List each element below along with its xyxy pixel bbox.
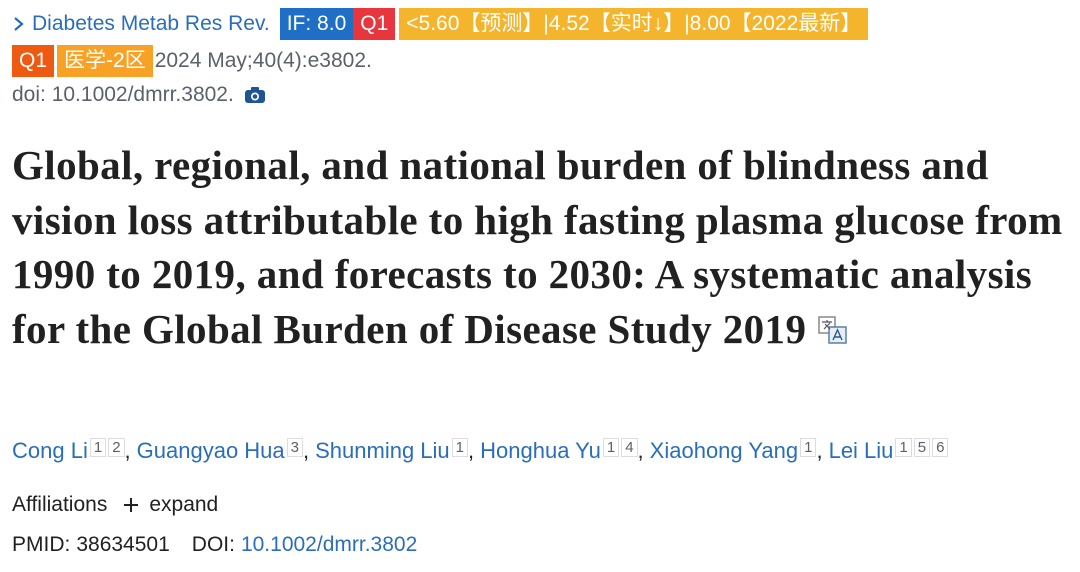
affiliation-ref[interactable]: 4: [621, 437, 638, 457]
author-separator: ,: [637, 438, 644, 463]
affiliations-line: Affiliations expand: [12, 493, 218, 517]
title-text: Global, regional, and national burden of…: [12, 142, 1063, 352]
author-separator: ,: [468, 438, 475, 463]
doi-line: doi: 10.1002/dmrr.3802.: [12, 83, 266, 107]
author-name[interactable]: Shunming Liu: [315, 438, 450, 463]
author-separator: ,: [124, 438, 131, 463]
identifiers-line: PMID: 38634501 DOI: 10.1002/dmrr.3802: [12, 533, 417, 557]
affiliation-ref[interactable]: 1: [895, 437, 912, 457]
expand-toggle[interactable]: expand: [149, 493, 219, 516]
pmid-label: PMID:: [12, 533, 71, 556]
badge: Q1: [353, 8, 396, 40]
citation-line: Q1 医学-2区 2024 May;40(4):e3802.: [12, 45, 372, 77]
badge: IF: 8.0: [279, 8, 354, 40]
article-title: Global, regional, and national burden of…: [12, 138, 1072, 356]
author-name[interactable]: Guangyao Hua: [136, 438, 285, 463]
journal-name[interactable]: Diabetes Metab Res Rev.: [32, 12, 270, 35]
affiliation-ref[interactable]: 1: [89, 437, 107, 457]
camera-icon[interactable]: [244, 86, 266, 104]
author-name[interactable]: Honghua Yu: [480, 438, 601, 463]
citation: 2024 May;40(4):e3802.: [154, 49, 372, 72]
badge: <5.60【预测】|4.52【实时↓】|8.00【2022最新】: [399, 8, 869, 40]
affiliation-ref[interactable]: 6: [932, 437, 949, 457]
author-name[interactable]: Lei Liu: [828, 438, 894, 463]
badge: Q1: [12, 45, 55, 77]
chevron-icon: [14, 17, 24, 31]
author-name[interactable]: Xiaohong Yang: [649, 438, 799, 463]
pmid: 38634501: [76, 533, 170, 556]
affiliation-ref[interactable]: 3: [286, 437, 303, 457]
plus-icon[interactable]: [121, 495, 141, 515]
author-name[interactable]: Cong Li: [12, 438, 88, 463]
author-list: Cong Li 1 2, Guangyao Hua 3, Shunming Liu 1, Ho…: [12, 437, 949, 464]
affiliation-ref[interactable]: 5: [913, 437, 931, 457]
affiliation-ref[interactable]: 1: [800, 437, 817, 457]
affiliation-ref[interactable]: 1: [451, 437, 469, 457]
affiliation-ref[interactable]: 1: [602, 437, 620, 457]
doi-link[interactable]: 10.1002/dmrr.3802: [240, 533, 418, 556]
affiliations-label: Affiliations: [12, 493, 108, 516]
affiliation-ref[interactable]: 2: [108, 437, 125, 457]
journal-line: Diabetes Metab Res Rev. IF: 8.0 Q1 <5.60…: [12, 8, 872, 40]
author-separator: ,: [816, 438, 823, 463]
translate-icon[interactable]: [817, 315, 849, 345]
doi-label: DOI:: [191, 533, 235, 556]
badge: 医学-2区: [57, 45, 153, 77]
author-separator: ,: [303, 438, 310, 463]
doi: doi: 10.1002/dmrr.3802.: [12, 83, 234, 106]
